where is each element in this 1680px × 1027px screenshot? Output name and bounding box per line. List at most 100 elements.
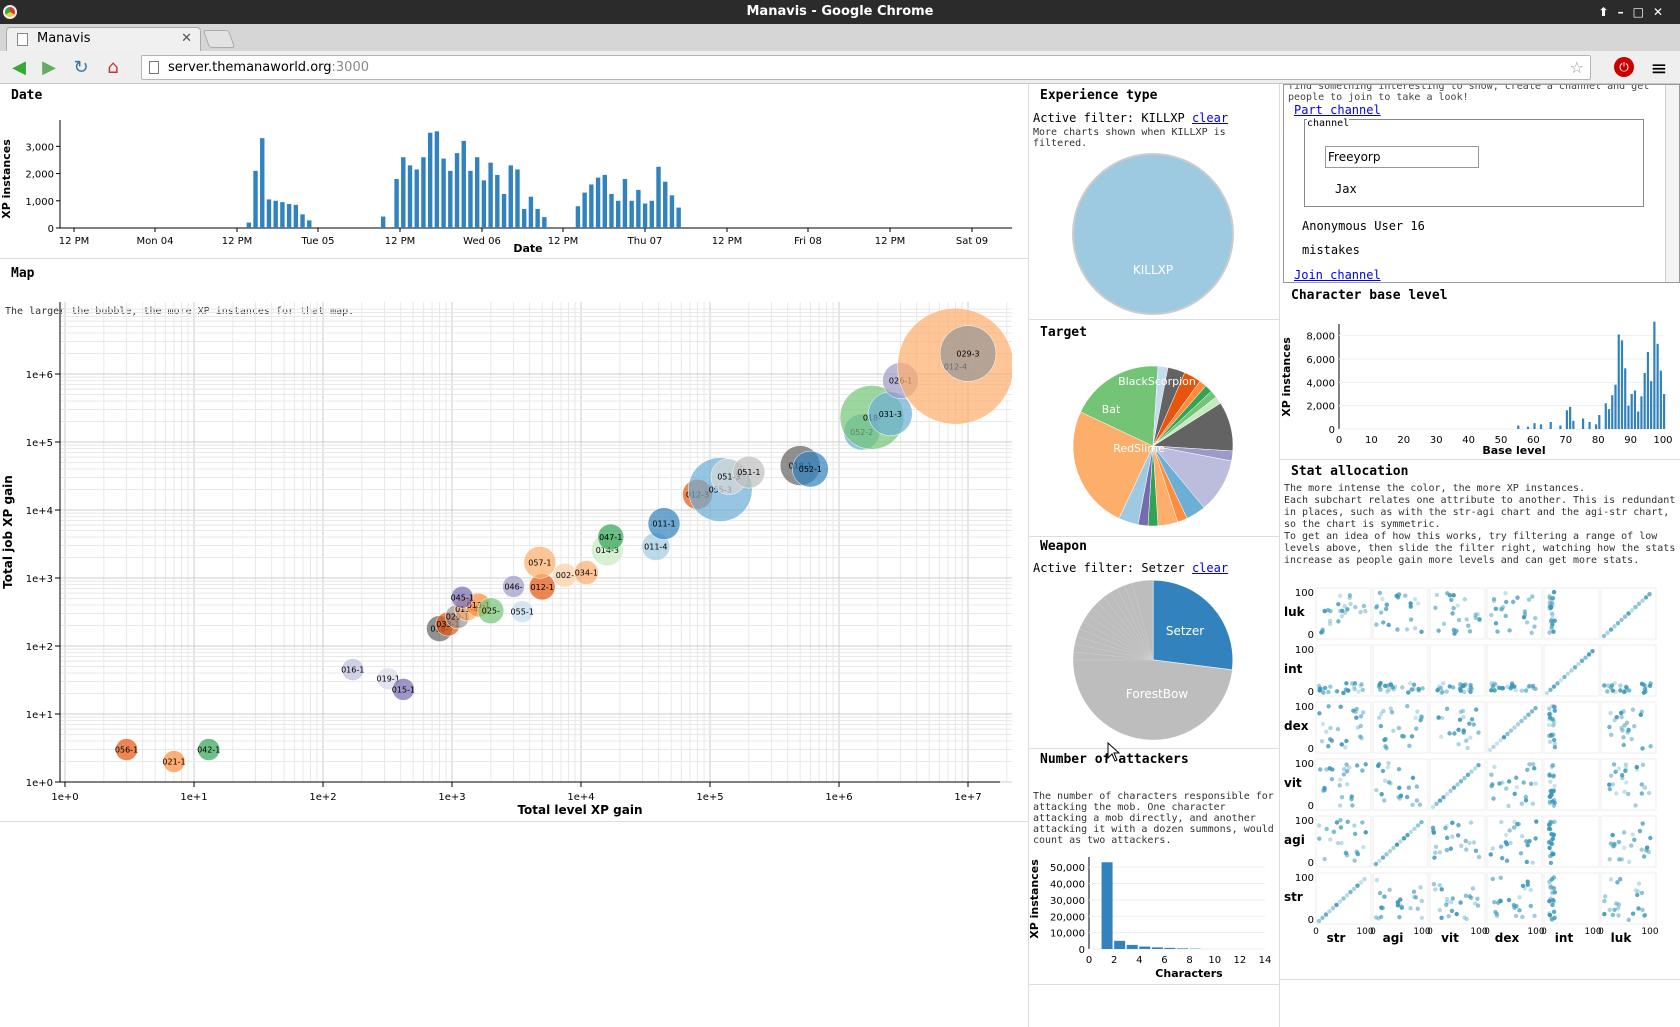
base-bar[interactable] xyxy=(1656,343,1659,429)
base-bar[interactable] xyxy=(1633,390,1637,430)
date-bar[interactable] xyxy=(253,170,258,228)
att-bar[interactable] xyxy=(1101,862,1113,949)
map-bubble-chart[interactable]: 1e+0 1e+1 1e+2 1e+3 1e+4 1e+5 1e+6 1e+7 1e+6 1e+5… xyxy=(0,262,1028,822)
map-bubble[interactable] xyxy=(647,507,681,540)
date-bar[interactable] xyxy=(629,200,634,228)
base-bar[interactable] xyxy=(1604,403,1607,429)
date-bar[interactable] xyxy=(300,214,305,228)
bookmark-star-icon[interactable]: ☆ xyxy=(1569,58,1584,77)
attackers-histogram[interactable]: 50,000 40,000 30,000 20,000 10,000 00 2 4 6 8 10 12… xyxy=(1029,749,1279,985)
stat-cell[interactable] xyxy=(1372,872,1429,925)
target-pie[interactable]: BlackScorpion Bat RedSlime xyxy=(1029,321,1279,537)
stat-cell[interactable] xyxy=(1543,872,1600,925)
base-bar[interactable] xyxy=(1643,373,1646,429)
experience-pie[interactable]: KILLXP xyxy=(1029,84,1279,320)
stat-cell[interactable] xyxy=(1372,701,1429,754)
base-bar[interactable] xyxy=(1640,396,1643,429)
date-bar[interactable] xyxy=(616,200,621,228)
stat-cell[interactable] xyxy=(1543,644,1600,697)
weapon-clear-link[interactable]: clear xyxy=(1191,561,1229,575)
base-bar[interactable] xyxy=(1627,405,1630,429)
date-bar[interactable] xyxy=(575,206,581,228)
date-bar[interactable] xyxy=(521,208,527,228)
base-bar[interactable] xyxy=(1539,424,1543,429)
date-bar[interactable] xyxy=(501,193,507,228)
stat-cell[interactable] xyxy=(1429,644,1486,697)
stat-cell[interactable] xyxy=(1372,815,1429,868)
date-bar[interactable] xyxy=(622,179,628,228)
date-bar[interactable] xyxy=(535,208,540,228)
base-bar[interactable] xyxy=(1594,424,1598,429)
map-bubble[interactable] xyxy=(574,560,599,585)
reload-icon[interactable]: ↻ xyxy=(73,57,89,78)
stat-cell[interactable] xyxy=(1315,758,1372,811)
new-tab-button[interactable] xyxy=(202,30,236,48)
stat-cell[interactable] xyxy=(1315,587,1372,640)
target-pie-slice[interactable] xyxy=(1152,396,1221,447)
stat-cell[interactable] xyxy=(1486,872,1543,925)
join-channel-link[interactable]: Join channel xyxy=(1294,268,1381,282)
att-bar[interactable] xyxy=(1177,948,1188,949)
channel-input[interactable] xyxy=(1325,146,1479,168)
stat-cell[interactable] xyxy=(1429,758,1486,811)
stat-matrix[interactable]: luk1000int1000dex1000vit1000agi1000str10… xyxy=(1280,460,1680,980)
date-bar[interactable] xyxy=(663,181,668,228)
stat-cell[interactable] xyxy=(1315,815,1372,868)
date-bar[interactable] xyxy=(461,140,466,228)
back-arrow-icon[interactable]: ◀ xyxy=(12,57,26,78)
map-bubble[interactable] xyxy=(392,678,415,701)
base-bar[interactable] xyxy=(1630,394,1633,429)
stat-cell[interactable] xyxy=(1600,587,1657,640)
date-bar[interactable] xyxy=(676,207,681,228)
base-bar[interactable] xyxy=(1526,426,1530,429)
date-bar[interactable] xyxy=(649,200,654,228)
stat-cell[interactable] xyxy=(1429,872,1486,925)
close-tab-icon[interactable]: ✕ xyxy=(181,31,192,46)
map-bubble[interactable] xyxy=(450,586,474,609)
date-bar[interactable] xyxy=(434,131,440,228)
stat-cell[interactable] xyxy=(1372,587,1429,640)
base-bar[interactable] xyxy=(1617,334,1620,430)
att-bar[interactable] xyxy=(1126,944,1138,949)
stat-cell[interactable] xyxy=(1543,587,1600,640)
date-bar[interactable] xyxy=(582,192,587,228)
base-bar[interactable] xyxy=(1549,422,1552,429)
map-bubble[interactable] xyxy=(477,597,505,624)
date-bar[interactable] xyxy=(427,132,433,228)
stat-cell[interactable] xyxy=(1600,758,1657,811)
map-bubble[interactable] xyxy=(115,738,138,761)
stat-cell[interactable] xyxy=(1600,872,1657,925)
map-bubble[interactable] xyxy=(523,546,557,579)
base-bar[interactable] xyxy=(1611,395,1614,429)
target-pie-slice[interactable] xyxy=(1072,411,1154,519)
stat-cell[interactable] xyxy=(1600,701,1657,754)
stat-cell[interactable] xyxy=(1372,758,1429,811)
stat-cell[interactable] xyxy=(1600,644,1657,697)
date-bar[interactable] xyxy=(468,170,473,228)
base-bar[interactable] xyxy=(1650,381,1653,429)
date-bar[interactable] xyxy=(474,157,480,228)
map-bubble[interactable] xyxy=(510,600,534,623)
stat-cell[interactable] xyxy=(1429,587,1486,640)
window-controls[interactable]: ⬆–□✕ xyxy=(1598,5,1672,19)
map-bubble[interactable] xyxy=(162,750,186,773)
date-bar[interactable] xyxy=(448,170,453,228)
date-bar[interactable] xyxy=(260,138,265,228)
base-bar[interactable] xyxy=(1517,425,1520,430)
date-bar[interactable] xyxy=(595,177,601,228)
stat-cell[interactable] xyxy=(1315,644,1372,697)
att-bar[interactable] xyxy=(1164,947,1176,949)
stat-cell[interactable] xyxy=(1543,815,1600,868)
date-bar[interactable] xyxy=(481,180,487,228)
stat-cell[interactable] xyxy=(1486,815,1543,868)
stat-cell[interactable] xyxy=(1543,701,1600,754)
base-level-histogram[interactable]: 8,000 6,000 4,000 2,000 00 10 20 30 40 50 60 70 80 90… xyxy=(1280,284,1680,460)
map-bubble[interactable] xyxy=(502,575,525,598)
date-bar[interactable] xyxy=(528,196,534,228)
date-bar[interactable] xyxy=(441,158,446,228)
date-bar[interactable] xyxy=(394,179,399,228)
stat-cell[interactable] xyxy=(1315,872,1372,925)
date-bar[interactable] xyxy=(380,216,386,228)
date-bar[interactable] xyxy=(293,204,299,228)
base-bar[interactable] xyxy=(1663,394,1666,429)
